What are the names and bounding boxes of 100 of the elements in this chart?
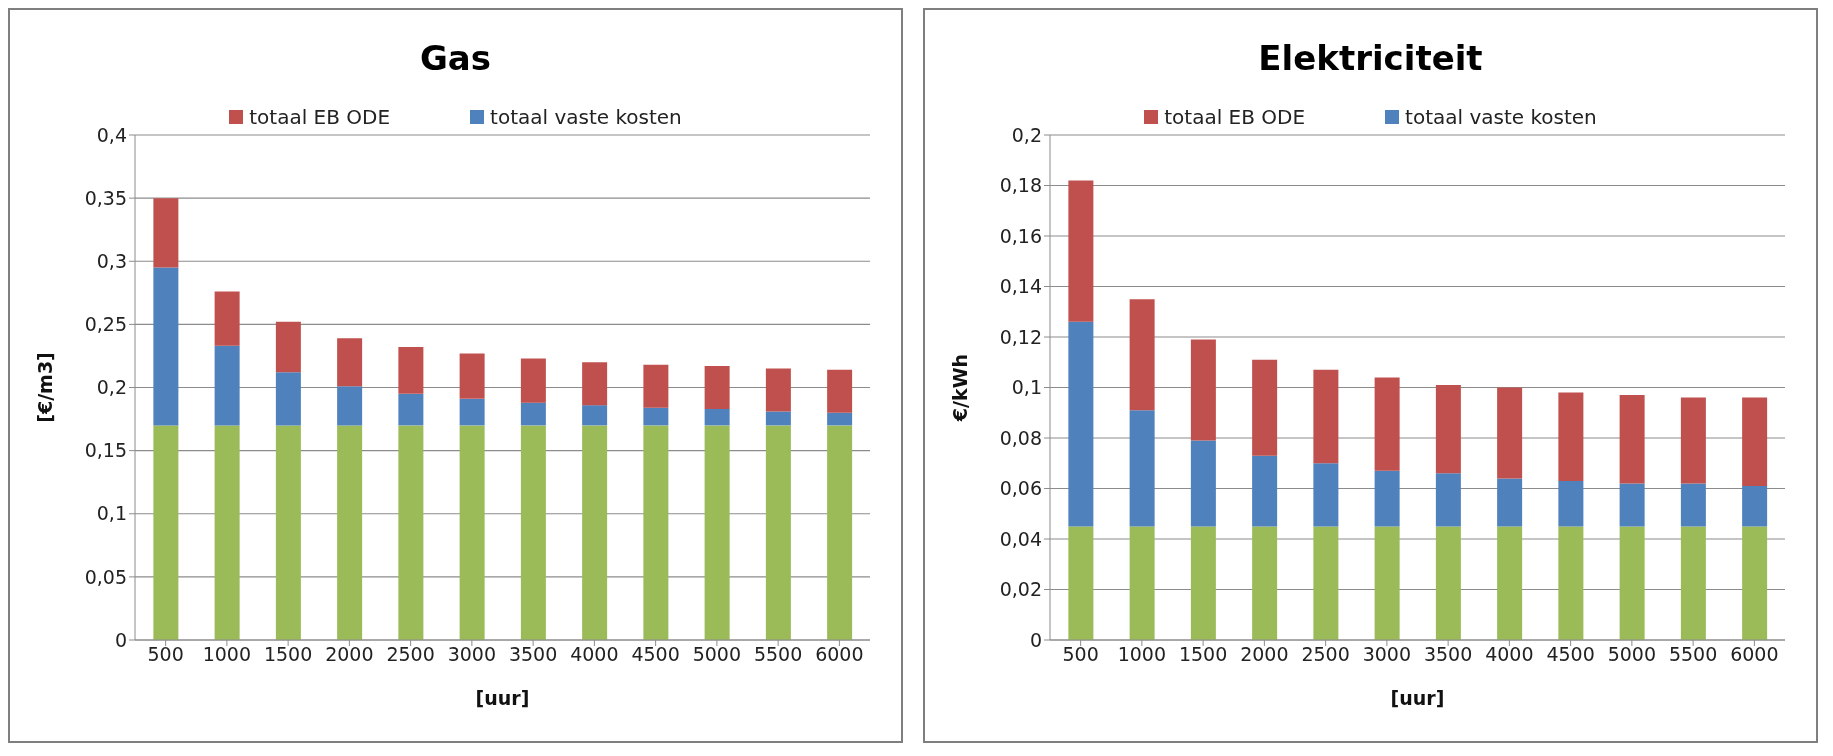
- y-tick-label: 0,16: [999, 224, 1042, 247]
- bar: [1497, 387, 1523, 479]
- y-tick-label: 0,4: [96, 123, 127, 146]
- bar: [1252, 526, 1278, 640]
- bar: [520, 358, 546, 403]
- bar: [520, 425, 546, 640]
- bar: [765, 368, 791, 412]
- legend-label: totaal EB ODE: [1164, 105, 1306, 129]
- x-tick-label: 2000: [1240, 643, 1289, 666]
- y-tick-label: 0,05: [84, 565, 127, 588]
- bar: [337, 338, 363, 387]
- bar: [459, 425, 485, 640]
- bar: [765, 411, 791, 426]
- y-tick-label: 0,06: [999, 477, 1042, 500]
- bar: [1435, 526, 1461, 640]
- bar: [1190, 526, 1216, 640]
- bar: [275, 321, 301, 373]
- bar: [214, 345, 240, 426]
- legend-label: totaal EB ODE: [249, 105, 391, 129]
- bar: [1680, 526, 1706, 640]
- x-tick-label: 3500: [1423, 643, 1473, 666]
- y-tick-label: 0,12: [999, 325, 1042, 348]
- bar: [1619, 526, 1645, 640]
- x-tick-label: 1000: [202, 643, 252, 666]
- y-tick-label: 0: [114, 628, 127, 651]
- x-tick-label: 500: [147, 643, 184, 666]
- bar: [1558, 392, 1584, 481]
- legend-label: totaal vaste kosten: [490, 105, 682, 129]
- chart-title: Elektriciteit: [1257, 38, 1484, 78]
- bar: [1129, 410, 1155, 527]
- x-tick-label: 4000: [1485, 643, 1534, 666]
- bar: [1190, 440, 1216, 527]
- x-tick-label: 6000: [815, 643, 864, 666]
- bar: [153, 198, 179, 268]
- bar: [153, 267, 179, 426]
- bar: [643, 425, 669, 640]
- bar: [1068, 321, 1094, 527]
- bar: [1742, 397, 1768, 486]
- x-tick-label: 5500: [1668, 643, 1718, 666]
- bar: [1680, 483, 1706, 527]
- bar: [765, 425, 791, 640]
- bar: [1252, 455, 1278, 527]
- y-tick-label: 0,02: [999, 578, 1042, 601]
- bar: [337, 386, 363, 426]
- bar: [398, 347, 424, 394]
- bar: [1068, 526, 1094, 640]
- y-tick-label: 0,1: [1011, 376, 1042, 399]
- x-tick-label: 3000: [447, 643, 497, 666]
- bar: [1313, 463, 1339, 527]
- x-tick-label: 2500: [386, 643, 435, 666]
- bar: [1313, 369, 1339, 464]
- bar: [337, 425, 363, 640]
- bar: [704, 366, 730, 409]
- y-tick-label: 0,15: [84, 439, 127, 462]
- bar: [1068, 180, 1094, 322]
- x-tick-label: 4000: [570, 643, 619, 666]
- bar: [1435, 473, 1461, 527]
- bar: [582, 425, 608, 640]
- y-tick-label: 0,14: [999, 275, 1042, 298]
- bar: [459, 353, 485, 399]
- x-tick-label: 1500: [263, 643, 313, 666]
- bar: [1497, 526, 1523, 640]
- x-tick-label: 5000: [692, 643, 742, 666]
- y-tick-label: 0,08: [999, 426, 1042, 449]
- y-tick-label: 0: [1029, 628, 1042, 651]
- bar: [214, 425, 240, 640]
- x-tick-label: 4500: [631, 643, 680, 666]
- x-tick-label: 4500: [1546, 643, 1595, 666]
- bar: [582, 405, 608, 426]
- bar: [1619, 395, 1645, 484]
- bar: [643, 407, 669, 426]
- y-tick-label: 0,2: [1011, 123, 1042, 146]
- bar: [1374, 470, 1400, 527]
- y-tick-label: 0,25: [84, 313, 127, 336]
- bar: [398, 393, 424, 426]
- x-tick-label: 6000: [1730, 643, 1779, 666]
- bar: [1252, 359, 1278, 456]
- bar: [643, 364, 669, 408]
- bar: [1313, 526, 1339, 640]
- bar: [704, 425, 730, 640]
- bar: [1558, 480, 1584, 527]
- y-axis-title: [€/m3]: [33, 352, 56, 423]
- bar: [1190, 339, 1216, 441]
- x-axis-title: [uur]: [475, 687, 530, 709]
- x-tick-label: 1000: [1117, 643, 1167, 666]
- bar: [1619, 483, 1645, 527]
- y-tick-label: 0,04: [999, 527, 1042, 550]
- y-tick-label: 0,3: [96, 249, 127, 272]
- bar: [1129, 299, 1155, 411]
- bar: [520, 402, 546, 426]
- bar: [275, 425, 301, 640]
- bar: [827, 412, 853, 426]
- y-tick-label: 0,1: [96, 502, 127, 525]
- bar: [827, 425, 853, 640]
- x-tick-label: 5500: [753, 643, 803, 666]
- bar: [1374, 526, 1400, 640]
- x-tick-label: 3000: [1362, 643, 1412, 666]
- x-tick-label: 2000: [325, 643, 374, 666]
- bar: [459, 398, 485, 426]
- bar: [1497, 478, 1523, 527]
